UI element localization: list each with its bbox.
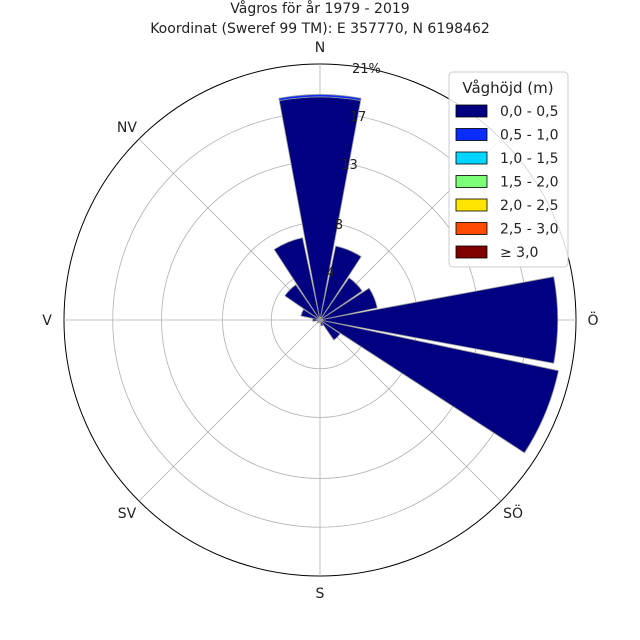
- legend-swatch: [455, 222, 488, 235]
- wind-sector-bar: [284, 284, 321, 321]
- legend-frame: [448, 71, 569, 268]
- wind-sector-bar: [319, 276, 559, 364]
- legend-label: 1,5 - 2,0: [500, 175, 558, 191]
- wind-sector-bar: [278, 94, 362, 102]
- direction-label: NV: [117, 120, 137, 136]
- chart-subtitle: Koordinat (Sweref 99 TM): E 357770, N 61…: [150, 21, 490, 37]
- legend-swatch: [455, 151, 488, 165]
- legend-label: 0,0 - 0,5: [500, 104, 558, 120]
- legend-swatch: [455, 245, 488, 259]
- radial-tick-label: 13: [341, 158, 358, 173]
- legend-items: 0,0 - 0,5 0,5 - 1,0 1,0 - 1,5 1,5 - 2,0 2,0 …: [455, 104, 558, 261]
- legend-label: 0,5 - 1,0: [500, 128, 558, 144]
- wind-sector-bar: [319, 319, 324, 327]
- wind-sector-bar: [319, 277, 363, 321]
- wind-sector-bar: [273, 237, 321, 321]
- direction-label: S: [316, 586, 325, 602]
- grid-spoke: [319, 319, 502, 502]
- legend-title: Våghöjd (m): [462, 79, 553, 97]
- legend-label: 1,0 - 1,5: [500, 151, 558, 167]
- legend-swatch: [455, 198, 488, 212]
- radial-tick-label: 4: [326, 266, 334, 281]
- legend-swatch: [455, 175, 488, 188]
- direction-label: SV: [118, 506, 137, 522]
- direction-label: Ö: [587, 311, 598, 329]
- radial-tick-label: 21%: [352, 62, 381, 77]
- radial-tick-label: 8: [335, 218, 343, 233]
- legend-label: ≥ 3,0: [500, 245, 538, 261]
- legend-swatch: [455, 128, 488, 141]
- direction-label: V: [42, 313, 52, 329]
- direction-label: SÖ: [503, 504, 523, 522]
- legend-label: 2,5 - 3,0: [500, 222, 558, 238]
- labels-layer: N NV V SV S SÖ Ö 4 8 13 17 21%: [42, 40, 598, 602]
- wind-sector-bar: [319, 319, 559, 454]
- wind-sector-bar: [319, 319, 341, 341]
- bars-layer: [273, 94, 559, 454]
- direction-label: N: [315, 40, 325, 56]
- wind-sector-bar: [300, 308, 321, 321]
- legend-label: 2,0 - 2,5: [500, 198, 558, 214]
- wind-sector-bar: [319, 245, 362, 321]
- wind-sector-bar: [319, 287, 378, 321]
- radial-tick-label: 17: [350, 110, 367, 125]
- chart-title: Vågros för år 1979 - 2019: [230, 0, 409, 17]
- legend-swatch: [455, 104, 488, 118]
- legend: Våghöjd (m) 0,0 - 0,5 0,5 - 1,0 1,0 - 1,5 1…: [448, 71, 569, 268]
- grid-spoke: [138, 319, 321, 502]
